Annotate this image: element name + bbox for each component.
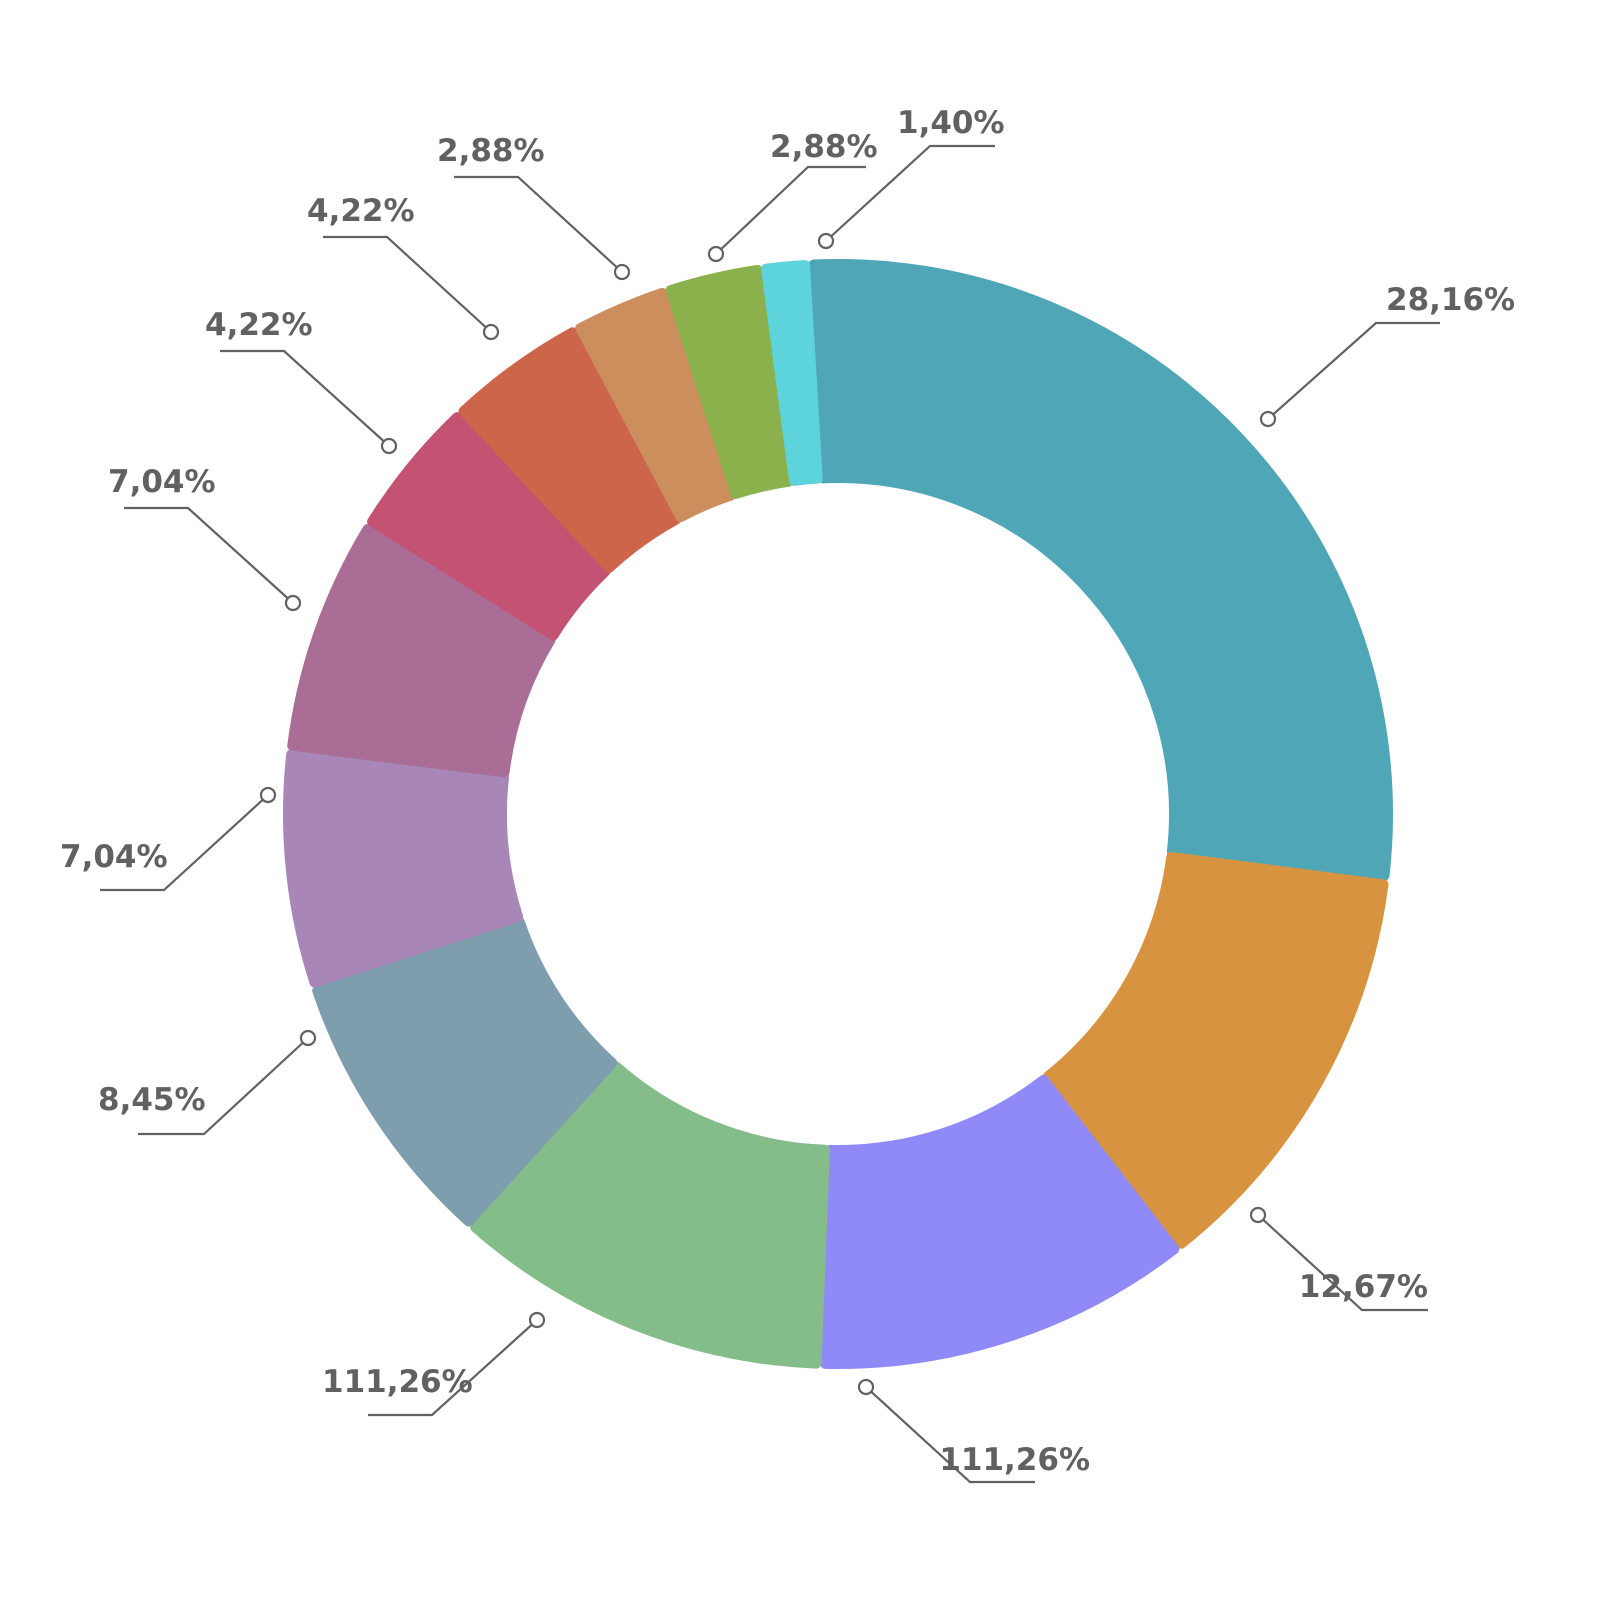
donut-slice-3: [820, 1074, 1180, 1369]
leader-line-8: [220, 349, 390, 447]
labels-layer: 28,16% 12,67% 111,26% 111,26% 8,45% 7,04% 7,04…: [60, 105, 1515, 1484]
donut-slice-7: [287, 524, 556, 778]
leader-dot-4: [528, 1311, 546, 1329]
leader-dot-8: [380, 437, 398, 455]
slices-layer: [283, 259, 1393, 1369]
donut-slice-8: [367, 412, 611, 641]
leader-line-5: [138, 1037, 309, 1136]
leader-dot-2: [1249, 1206, 1267, 1224]
slice-percent-label-12: 1,40%: [897, 105, 1005, 141]
leader-dot-11: [707, 245, 725, 263]
donut-slice-11: [665, 264, 794, 499]
leader-dot-5: [299, 1029, 317, 1047]
donut-slice-10: [575, 287, 736, 523]
leader-line-12: [825, 144, 995, 242]
leader-dot-9: [482, 323, 500, 341]
leader-dot-1: [1259, 410, 1277, 428]
slice-percent-label-4: 111,26%: [322, 1364, 473, 1400]
leader-line-3: [865, 1386, 1035, 1484]
leader-line-4: [368, 1319, 538, 1417]
donut-slice-12: [761, 259, 823, 486]
leader-line-11: [715, 165, 866, 255]
slice-percent-label-3: 111,26%: [939, 1442, 1090, 1478]
donut-slice-6: [283, 749, 524, 988]
slice-percent-label-8: 4,22%: [205, 307, 313, 343]
slice-percent-label-10: 2,88%: [437, 133, 545, 169]
leader-dot-3: [857, 1378, 875, 1396]
slice-percent-label-1: 28,16%: [1386, 282, 1515, 318]
slice-percent-label-6: 7,04%: [60, 839, 168, 875]
donut-slice-2: [1042, 851, 1389, 1249]
leader-dot-6: [259, 786, 277, 804]
leader-line-6: [100, 794, 269, 892]
slice-percent-label-7: 7,04%: [108, 464, 216, 500]
slice-percent-label-2: 12,67%: [1299, 1269, 1428, 1305]
donut-slice-5: [312, 916, 618, 1227]
donut-slice-4: [470, 1061, 830, 1369]
leader-line-10: [454, 175, 623, 273]
leader-dot-10: [613, 263, 631, 281]
leader-line-7: [124, 506, 294, 604]
donut-slice-9: [458, 327, 681, 573]
donut-slice-1: [808, 259, 1393, 881]
leader-line-9: [323, 235, 492, 333]
slice-percent-label-5: 8,45%: [98, 1082, 206, 1118]
leader-line-1: [1267, 321, 1440, 420]
leader-dot-7: [284, 594, 302, 612]
leader-dot-12: [817, 232, 835, 250]
leader-line-2: [1257, 1214, 1428, 1312]
slice-percent-label-9: 4,22%: [307, 193, 415, 229]
slice-percent-label-11: 2,88%: [770, 129, 878, 165]
